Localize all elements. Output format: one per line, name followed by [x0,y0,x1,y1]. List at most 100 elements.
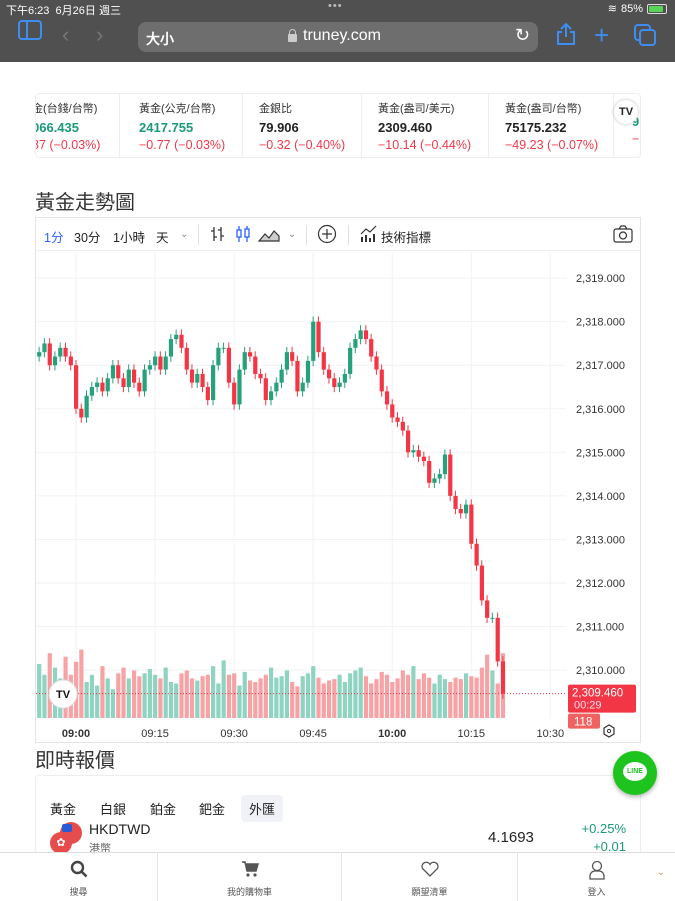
volume-bar [385,675,389,718]
candle-body [253,357,257,374]
interval-day[interactable]: 天 [156,227,169,246]
line-chat-button[interactable]: LINE [613,751,657,795]
candle-body [295,361,299,391]
nav-label: 願望清單 [342,885,517,898]
bar-chart-icon[interactable] [210,225,226,246]
settings-icon-center [607,729,610,732]
y-tick-label: 2,316.000 [576,404,625,416]
volume-bar [390,682,394,718]
volume-bar [406,675,410,718]
volume-bar [274,678,278,718]
price-chart[interactable]: 2,310.0002,311.0002,312.0002,313.0002,31… [36,252,640,742]
candle-body [74,365,78,409]
candle-body [338,383,342,387]
nav-search[interactable]: 搜尋 [0,853,158,901]
volume-bar [395,678,399,718]
area-chart-icon[interactable] [258,226,280,245]
volume-bar [332,679,336,718]
candle-body [485,600,489,617]
tabs-icon[interactable] [634,24,656,52]
tab-forex[interactable]: 外匯 [241,795,283,822]
address-bar[interactable]: 大小 truney.com ↻ [138,22,538,52]
last-price-label: 2,309.460 [572,688,623,700]
ticker-change: 87 (−0.03%) [35,138,119,152]
sidebar-icon[interactable] [18,20,42,46]
tab-platinum[interactable]: 鉑金 [142,795,184,822]
new-tab-icon[interactable]: + [594,20,609,51]
nav-login[interactable]: 登入 ⌄ [518,853,675,901]
volume-bar [369,683,373,718]
interval-30m[interactable]: 30分 [74,227,100,246]
tab-silver[interactable]: 白銀 [92,795,134,822]
battery-icon [647,4,667,14]
tab-palladium[interactable]: 鈀金 [191,795,233,822]
tradingview-logo[interactable]: TV [614,100,638,124]
chart-type-chevron-icon[interactable]: ⌄ [288,229,296,240]
camera-icon[interactable] [613,225,633,246]
volume-bar [311,666,315,718]
x-tick-label: 10:15 [457,728,485,740]
settings-icon [604,725,614,737]
volume-bar [485,655,489,718]
candle-body [359,330,363,339]
ticker-name: 黃金(盎司/台幣) [505,100,613,116]
candle-body [422,457,426,461]
text-size-button[interactable]: 大小 [146,29,174,49]
volume-bar [158,678,162,718]
candle-body [258,374,262,378]
y-tick-label: 2,310.000 [576,665,625,677]
ticker-item[interactable]: 黃金(公克/台幣)2417.755−0.77 (−0.03%) [133,94,243,158]
heart-icon [342,860,517,882]
interval-1h[interactable]: 1小時 [113,227,145,246]
volume-bar [359,668,363,718]
y-tick-label: 2,315.000 [576,447,625,459]
nav-label: 搜尋 [0,885,157,898]
interval-1m[interactable]: 1分 [44,227,63,246]
volume-bar [380,672,384,718]
candle-body [316,322,320,352]
volume-bar [100,666,104,718]
quote-symbol[interactable]: HKDTWD [89,821,150,837]
candle-body [306,361,310,383]
volume-bar [411,666,415,718]
candle-body [69,357,73,366]
volume-bar [253,682,257,718]
scroll-chevron-icon[interactable]: ⌄ [657,867,665,878]
volume-bar [469,676,473,718]
ticker-item[interactable]: 黃金(盎司/美元)2309.460−10.14 (−0.44%) [369,94,489,158]
candle-body [453,496,457,509]
candle-body [42,343,46,352]
candle-body [132,370,136,383]
nav-wishlist[interactable]: 願望清單 [342,853,518,901]
volume-bar [237,686,241,718]
date: 6月26日 週三 [56,5,121,17]
forward-icon[interactable]: › [96,22,103,48]
y-tick-label: 2,318.000 [576,317,625,329]
reload-icon[interactable]: ↻ [515,25,530,46]
share-icon[interactable] [556,22,576,52]
indicators-icon[interactable] [360,225,378,246]
candle-body [127,370,131,387]
candle-body [137,383,141,392]
candlestick-icon[interactable] [235,225,251,246]
volume-bar [200,676,204,718]
tab-gold[interactable]: 黃金 [42,795,84,822]
back-icon[interactable]: ‹ [62,22,69,48]
candle-body [343,374,347,383]
interval-dropdown-chevron-icon[interactable]: ⌄ [180,229,188,240]
ticker-item[interactable]: 黃金(盎司/台幣)75175.232−49.23 (−0.07%) [496,94,614,158]
volume-bar [475,678,479,718]
add-indicator-icon[interactable] [317,224,337,247]
candle-body [364,330,368,339]
volume-bar [453,678,457,718]
nav-cart[interactable]: 我的購物車 [158,853,342,901]
multitask-dots[interactable]: ••• [328,0,343,12]
candle-body [501,661,505,693]
volume-bar [269,668,273,718]
candle-body [264,378,268,400]
candle-body [200,374,204,387]
indicators-button[interactable]: 技術指標 [381,227,431,246]
